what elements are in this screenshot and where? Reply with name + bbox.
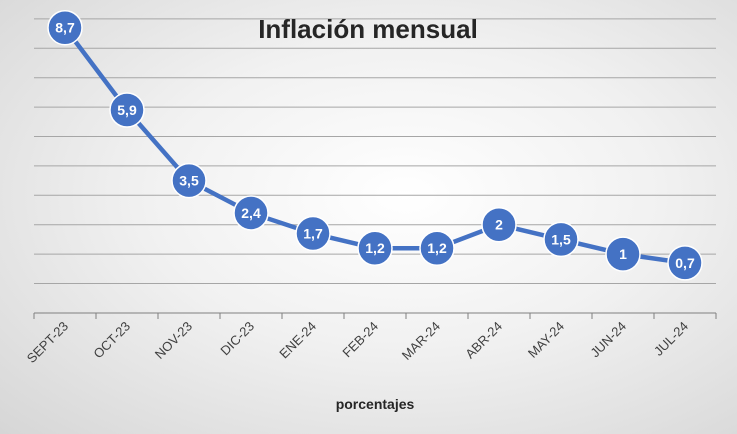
- data-label: 8,7: [55, 20, 75, 36]
- data-label: 1,7: [303, 226, 323, 242]
- x-tick-label: NOV-23: [152, 319, 195, 362]
- data-point: [233, 195, 269, 231]
- data-label: 1,5: [551, 231, 571, 247]
- x-tick-label: FEB-24: [339, 319, 381, 361]
- x-tick-label: MAR-24: [399, 319, 443, 363]
- data-label: 0,7: [675, 255, 695, 271]
- data-point: [667, 245, 703, 281]
- data-label: 3,5: [179, 173, 199, 189]
- data-point: [419, 230, 455, 266]
- data-point: [605, 236, 641, 272]
- x-tick-label: OCT-23: [90, 319, 133, 362]
- data-label: 5,9: [117, 102, 137, 118]
- data-point: [543, 221, 579, 258]
- data-point: [295, 215, 331, 252]
- x-axis-ticks: SEPT-23 OCT-23 NOV-23 DIC-23 ENE-24 FEB-24 MAR…: [24, 313, 717, 366]
- series-line: [63, 26, 686, 266]
- data-points: 8,7 5,9 3,5 2,4 1,7 1,2 1,2 2 1,5 1 0,7: [47, 9, 703, 281]
- x-tick-label: SEPT-23: [24, 319, 71, 366]
- data-label: 1,2: [427, 240, 447, 256]
- x-tick-label: MAY-24: [525, 319, 567, 361]
- chart-title: Inflación mensual: [258, 14, 478, 44]
- x-tick-label: ENE-24: [276, 319, 319, 362]
- x-axis-title: porcentajes: [336, 396, 415, 412]
- data-label: 1: [619, 246, 627, 262]
- x-tick-label: JUN-24: [587, 319, 629, 361]
- data-point: [171, 162, 207, 199]
- x-tick-label: DIC-23: [217, 319, 257, 359]
- data-point: [47, 9, 83, 46]
- data-point: [481, 206, 517, 243]
- data-point: [357, 230, 393, 266]
- data-label: 2: [495, 217, 503, 233]
- data-point: [109, 92, 145, 128]
- data-label: 2,4: [241, 205, 261, 221]
- x-tick-label: JUL-24: [651, 319, 691, 359]
- data-label: 1,2: [365, 240, 385, 256]
- x-tick-label: ABR-24: [462, 319, 505, 362]
